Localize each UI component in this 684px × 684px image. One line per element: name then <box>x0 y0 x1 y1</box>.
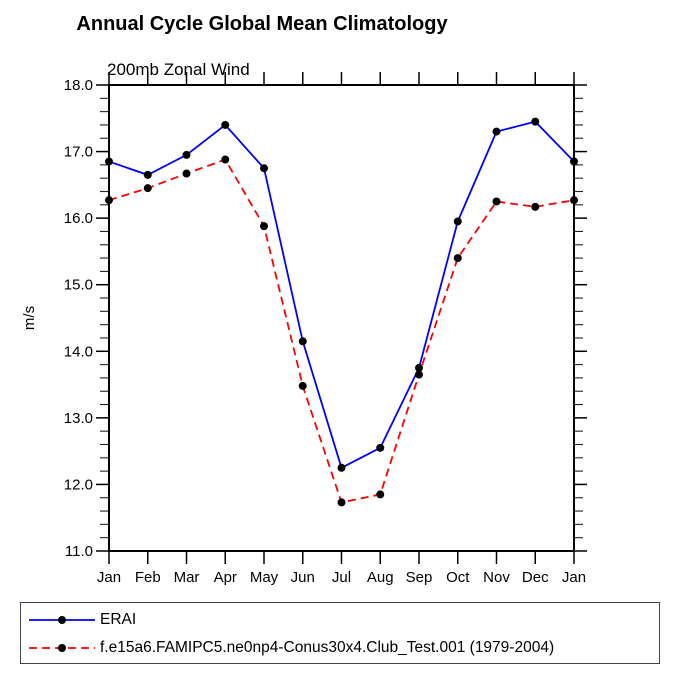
data-point <box>260 164 268 173</box>
legend-label-model: f.e15a6.FAMIPC5.ne0np4-Conus30x4.Club_Te… <box>100 639 555 656</box>
x-tick-label: Jan <box>562 569 586 586</box>
series-markers-erai <box>105 117 578 472</box>
y-tick-label: 14.0 <box>64 343 93 360</box>
y-tick-label: 17.0 <box>64 144 93 161</box>
data-point <box>105 157 113 166</box>
y-tick-label: 16.0 <box>64 210 93 227</box>
data-point <box>221 155 230 164</box>
y-tick-label: 11.0 <box>65 543 93 560</box>
data-point <box>221 120 230 129</box>
data-point <box>531 202 540 211</box>
chart-subtitle: 200mb Zonal Wind <box>107 60 250 79</box>
axis-ticks <box>96 72 587 564</box>
data-point <box>337 463 346 472</box>
plot-frame <box>108 84 575 552</box>
data-point <box>376 490 385 499</box>
x-tick-label: Oct <box>446 569 470 586</box>
x-tick-label: Sep <box>406 569 433 586</box>
data-point <box>260 222 268 231</box>
series-line-model <box>108 158 575 504</box>
model-line-sample-icon <box>29 644 95 652</box>
series-markers-model <box>105 155 578 507</box>
data-point <box>492 197 501 206</box>
y-axis-title: m/s <box>21 306 38 330</box>
y-tick-label: 15.0 <box>64 277 93 294</box>
data-point <box>415 370 423 379</box>
x-tick-label: Aug <box>367 569 394 586</box>
y-tick-label: 13.0 <box>64 410 93 427</box>
data-point <box>415 363 423 372</box>
x-tick-label: Mar <box>174 569 200 586</box>
data-point <box>453 254 462 263</box>
y-tick-label: 18.0 <box>64 77 93 94</box>
x-tick-label: Nov <box>483 569 510 586</box>
erai-line-sample-icon <box>29 616 95 624</box>
data-point <box>453 217 462 226</box>
legend-label-erai: ERAI <box>100 611 137 628</box>
legend-row-erai: ERAI <box>21 606 659 634</box>
legend-row-model: f.e15a6.FAMIPC5.ne0np4-Conus30x4.Club_Te… <box>21 634 659 662</box>
chart-legend: ERAI f.e15a6.FAMIPC5.ne0np4-Conus30x4.Cl… <box>20 602 660 664</box>
x-tick-label: Jun <box>291 569 315 586</box>
data-point <box>570 196 578 205</box>
data-point <box>182 150 191 159</box>
data-point <box>492 127 501 136</box>
chart-title: Annual Cycle Global Mean Climatology <box>76 13 448 35</box>
data-point <box>376 443 385 452</box>
x-tick-label: Apr <box>214 569 237 586</box>
series-line-erai <box>108 120 575 470</box>
x-tick-label: Jul <box>332 569 351 586</box>
x-tick-label: Dec <box>522 569 549 586</box>
axis-minor-ticks <box>100 97 583 539</box>
x-tick-label: Jan <box>97 569 121 586</box>
axis-labels: 11.0 12.0 13.0 14.0 15.0 16.0 17.0 18.0 Jan Feb Ma… <box>21 77 586 586</box>
data-point <box>298 381 307 390</box>
data-point <box>105 196 113 205</box>
x-tick-label: May <box>250 569 279 586</box>
x-tick-label: Feb <box>135 569 161 586</box>
y-tick-label: 12.0 <box>64 476 93 493</box>
data-point <box>570 157 578 166</box>
data-point <box>531 117 540 126</box>
data-point <box>337 498 346 507</box>
data-point <box>143 184 152 193</box>
data-point <box>298 337 307 346</box>
data-point <box>182 169 191 178</box>
data-point <box>143 170 152 179</box>
